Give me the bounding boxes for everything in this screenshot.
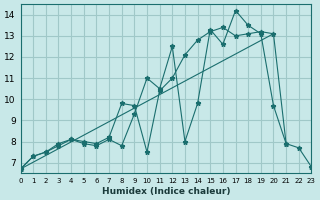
X-axis label: Humidex (Indice chaleur): Humidex (Indice chaleur) xyxy=(102,187,230,196)
